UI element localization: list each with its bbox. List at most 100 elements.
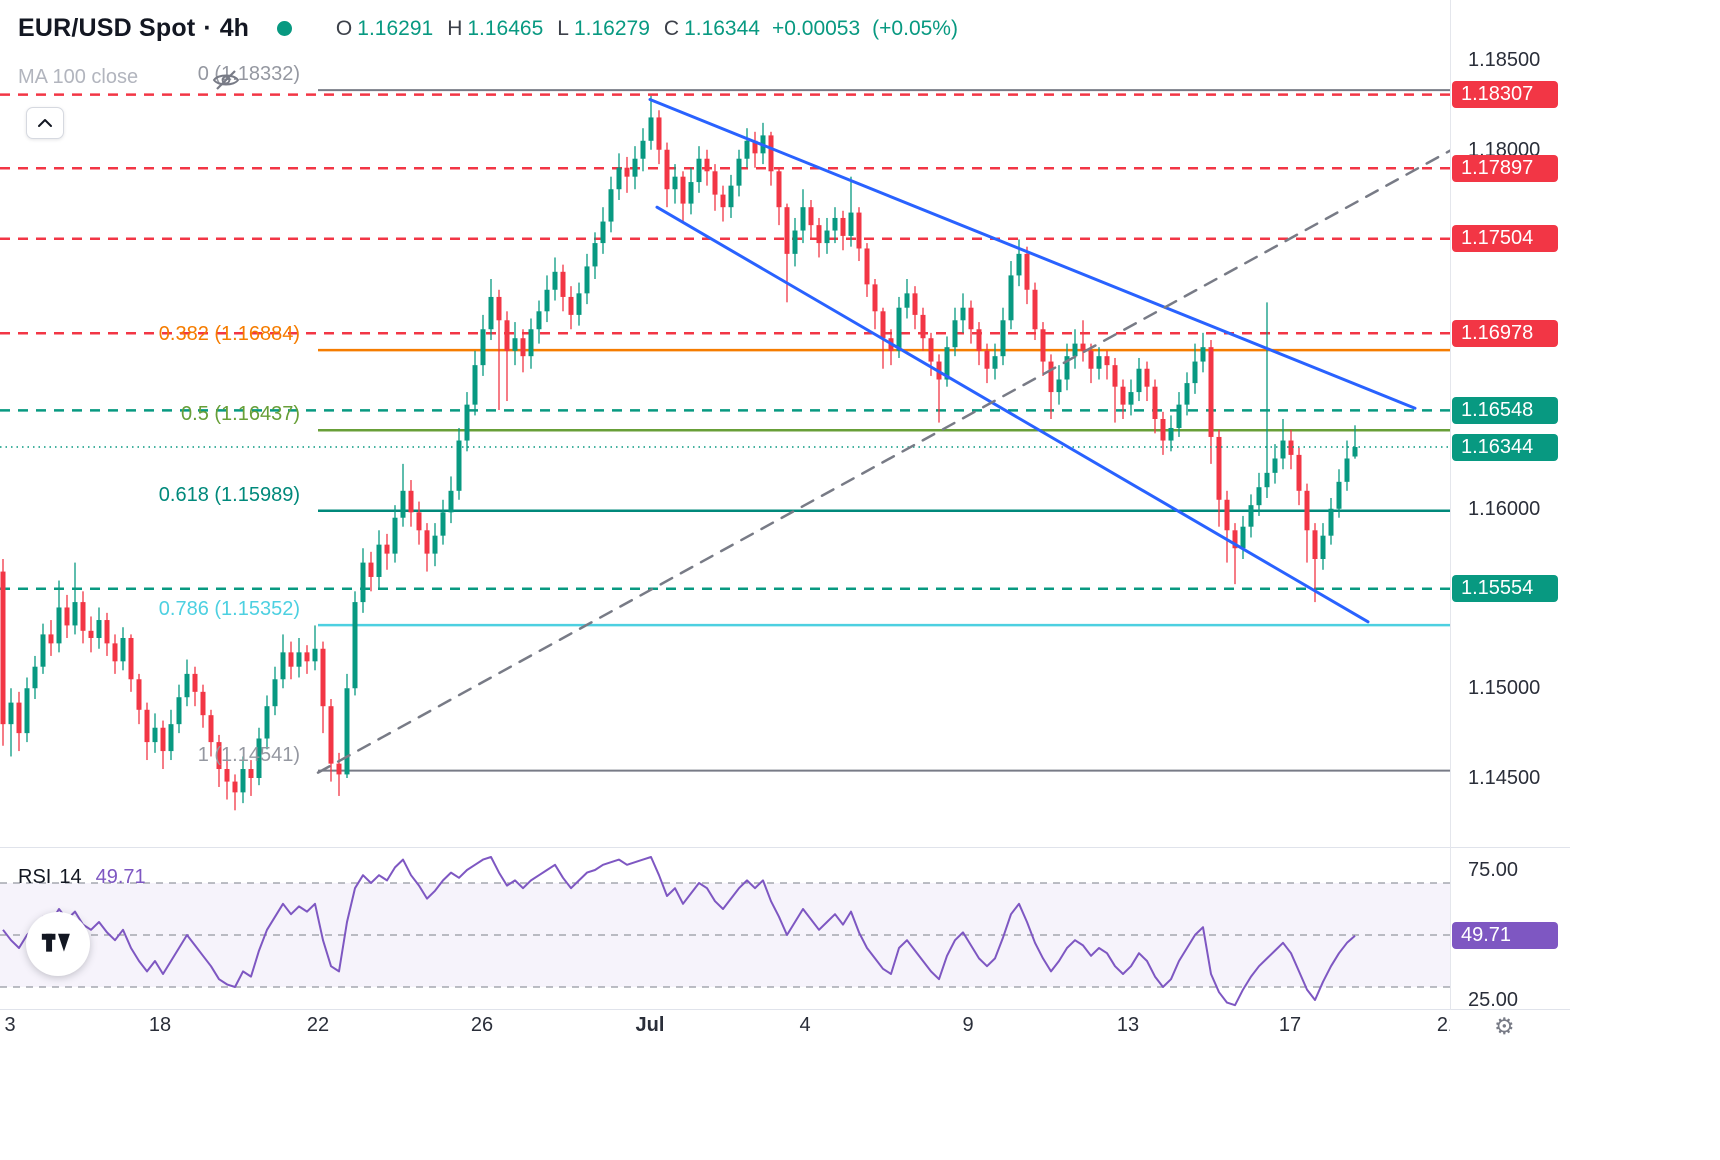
low-key: L (557, 16, 569, 40)
candle-body (1216, 436, 1222, 500)
candle-body (160, 727, 166, 752)
candle-body (696, 158, 702, 183)
candle-body (1048, 361, 1054, 393)
candle-body (496, 296, 502, 321)
candle-body (1008, 275, 1014, 321)
candle-body (440, 512, 446, 536)
candle-body (648, 117, 654, 141)
pane-separator[interactable] (0, 847, 1570, 848)
candle-body (1192, 361, 1198, 384)
candle-body (1224, 499, 1230, 531)
candle-body (968, 307, 974, 330)
candle-body (328, 706, 334, 764)
change-value: +0.00053 (771, 16, 861, 40)
candle-body (344, 688, 350, 775)
candle-body (552, 271, 558, 290)
candle-body (656, 117, 662, 150)
candle-body (488, 296, 494, 330)
candle-body (744, 140, 750, 159)
candle-body (1336, 481, 1342, 509)
time-axis[interactable]: 3 18 22 26 Jul 4 9 13 17 21 (0, 1014, 1450, 1044)
rsi-legend[interactable]: RSI 14 49.71 (18, 866, 146, 889)
candle-body (1144, 368, 1150, 387)
candle-body (912, 293, 918, 315)
candle-body (944, 347, 950, 380)
candle-body (840, 217, 846, 236)
candle-body (736, 158, 742, 186)
time-axis-label: 22 (306, 1014, 330, 1036)
candle-body (632, 158, 638, 177)
candle-body (480, 329, 486, 366)
candle-body (80, 602, 86, 631)
candle-body (872, 284, 878, 312)
tradingview-logo[interactable] (26, 912, 90, 976)
candle-body (1152, 386, 1158, 419)
ma-indicator-legend[interactable]: MA 100 close (18, 66, 139, 88)
eye-off-icon[interactable] (210, 64, 242, 96)
rsi-line (2, 856, 1356, 1007)
fib-label: 0.618 (1.15989) (158, 483, 300, 506)
candle-body (16, 702, 22, 734)
candle-body (800, 207, 806, 231)
channel-lower-trendline[interactable] (655, 205, 1370, 624)
symbol-title[interactable]: EUR/USD Spot (18, 14, 196, 42)
candle-body (864, 248, 870, 285)
candle-body (256, 738, 262, 778)
collapse-legend-button[interactable] (26, 107, 64, 139)
price-level-badge: 1.15554 (1452, 575, 1558, 603)
candle-body (1032, 289, 1038, 330)
candle-body (240, 769, 246, 793)
time-axis-label: 18 (148, 1014, 172, 1036)
price-chart-canvas[interactable] (0, 0, 1450, 1042)
price-level-badge: 1.17504 (1452, 225, 1558, 253)
candle-body (104, 620, 110, 644)
open-key: O (335, 16, 353, 40)
time-axis-label: 9 (962, 1014, 974, 1036)
time-axis-label: 13 (1116, 1014, 1140, 1036)
market-status-dot (276, 21, 292, 36)
rsi-axis-tick: 75.00 (1468, 859, 1519, 881)
interval-label[interactable]: 4h (219, 14, 249, 42)
candle-body (616, 167, 622, 190)
channel-upper-trendline[interactable] (648, 97, 1417, 410)
candle-body (896, 307, 902, 351)
candle-body (1256, 487, 1262, 506)
open-value: 1.16291 (357, 16, 434, 40)
candle-body (928, 338, 934, 362)
rsi-length: 14 (59, 866, 82, 888)
time-axis-label: Jul (635, 1014, 665, 1036)
candle-body (24, 688, 30, 734)
candle-body (664, 149, 670, 190)
candle-body (752, 140, 758, 154)
candle-body (976, 329, 982, 351)
candle-body (880, 311, 886, 339)
candle-body (1272, 458, 1278, 473)
candle-body (192, 673, 198, 692)
candle-body (592, 243, 598, 267)
candle-body (728, 185, 734, 208)
candle-body (424, 530, 430, 554)
axis-settings-gear-icon[interactable]: ⚙ (1494, 1013, 1515, 1039)
candle-body (1304, 490, 1310, 531)
candle-body (624, 167, 630, 177)
candle-body (920, 314, 926, 339)
candle-body (600, 221, 606, 244)
price-level-badge: 1.16978 (1452, 319, 1558, 347)
candle-body (448, 490, 454, 513)
candle-body (1320, 535, 1326, 560)
price-axis-tick: 1.16000 (1468, 497, 1541, 520)
candle-body (1232, 530, 1238, 549)
candle-body (1112, 365, 1118, 387)
candle-body (280, 652, 286, 680)
ascending-trendline[interactable] (316, 148, 1450, 774)
time-axis-label: 26 (470, 1014, 494, 1036)
fib-label: 0.382 (1.16884) (158, 323, 300, 346)
candle-body (64, 607, 70, 626)
candle-body (560, 271, 566, 297)
ohlc-readout: O 1.16291 H 1.16465 L 1.16279 C 1.16344 +0.0… (322, 17, 958, 41)
candle-body (824, 230, 830, 244)
candle-body (176, 697, 182, 725)
rsi-value: 49.71 (95, 866, 146, 888)
candle-body (360, 562, 366, 603)
